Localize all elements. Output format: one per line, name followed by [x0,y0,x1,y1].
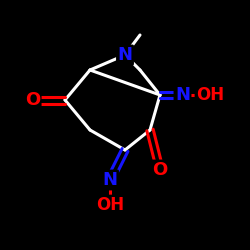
Text: O: O [25,91,40,109]
Text: OH: OH [196,86,224,104]
Text: N: N [175,86,190,104]
Text: N: N [102,171,118,189]
Text: N: N [118,46,132,64]
Text: OH: OH [96,196,124,214]
Text: O: O [152,161,168,179]
